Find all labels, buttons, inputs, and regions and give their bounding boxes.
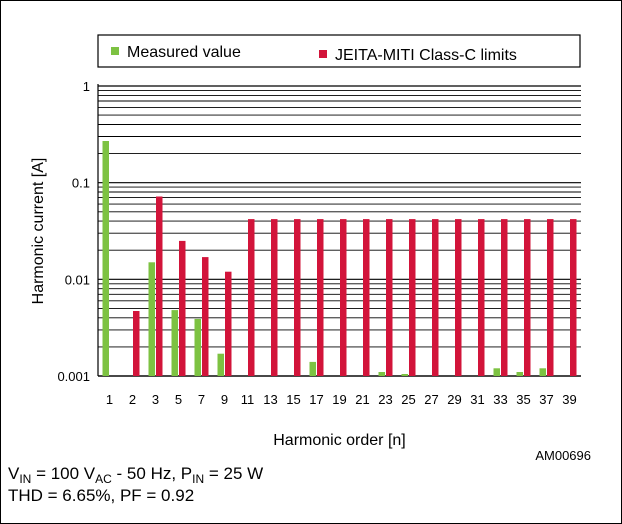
vin-subscript: IN	[19, 472, 32, 486]
x-tick-label: 1	[106, 392, 113, 407]
x-tick-label: 9	[221, 392, 228, 407]
bar-limit-33	[501, 219, 508, 376]
bar-limit-25	[409, 219, 416, 376]
x-tick-label: 2	[129, 392, 136, 407]
y-axis-label: Harmonic current [A]	[30, 158, 47, 305]
legend-swatch-limits	[319, 50, 327, 58]
x-tick-label: 11	[241, 392, 255, 407]
figure-code: AM00696	[535, 448, 591, 463]
bar-limit-37	[547, 219, 554, 376]
bar-measured-35	[516, 372, 523, 376]
y-tick-label: 0.001	[57, 369, 90, 384]
legend-label-measured: Measured value	[127, 44, 241, 61]
y-tick-label: 0.1	[72, 176, 90, 191]
x-tick-label: 21	[355, 392, 369, 407]
x-tick-label: 19	[332, 392, 346, 407]
bar-measured-7	[194, 318, 201, 376]
y-tick-label: 1	[83, 79, 90, 94]
bar-measured-33	[493, 368, 500, 376]
bar-limit-15	[294, 219, 301, 376]
bar-measured-25	[401, 374, 408, 376]
bar-limit-23	[386, 219, 393, 376]
bar-limit-11	[248, 219, 255, 376]
x-tick-label: 37	[539, 392, 553, 407]
bar-limit-39	[570, 219, 577, 376]
pin-subscript: IN	[192, 472, 205, 486]
x-tick-label: 5	[175, 392, 182, 407]
bar-limit-2	[133, 311, 140, 376]
y-tick-label: 0.01	[65, 272, 90, 287]
legend-label-limits: JEITA-MITI Class-C limits	[335, 47, 517, 64]
x-tick-label: 25	[401, 392, 415, 407]
vin-unit-subscript: AC	[95, 472, 112, 486]
x-tick-label: 23	[378, 392, 392, 407]
bar-limit-17	[317, 219, 324, 376]
bar-limit-29	[455, 219, 462, 376]
x-tick-label: 33	[493, 392, 507, 407]
x-tick-label: 27	[424, 392, 438, 407]
bar-measured-23	[378, 372, 385, 376]
legend	[97, 34, 581, 68]
bar-measured-5	[171, 310, 178, 376]
x-tick-label: 13	[263, 392, 277, 407]
x-axis-label: Harmonic order [n]	[273, 432, 406, 449]
bar-limit-3	[156, 196, 163, 376]
bar-measured-37	[539, 368, 546, 376]
x-tick-label: 15	[286, 392, 300, 407]
bar-limit-27	[432, 219, 439, 376]
x-tick-label: 39	[562, 392, 576, 407]
bar-limit-21	[363, 219, 370, 376]
x-tick-label: 3	[152, 392, 159, 407]
bar-limit-35	[524, 219, 531, 376]
legend-swatch-measured	[111, 47, 119, 55]
x-tick-label: 7	[198, 392, 205, 407]
x-tick-label: 35	[516, 392, 530, 407]
bar-limit-9	[225, 271, 232, 376]
x-tick-label: 17	[309, 392, 323, 407]
bar-limit-7	[202, 257, 209, 376]
pin-value: = 25 W	[204, 464, 264, 483]
bar-measured-1	[102, 141, 109, 376]
vin-value: = 100 V	[31, 464, 96, 483]
bar-measured-17	[309, 361, 316, 376]
bar-limit-13	[271, 219, 278, 376]
x-tick-label: 31	[470, 392, 484, 407]
frequency-and-pin-symbol: - 50 Hz, P	[111, 464, 193, 483]
x-tick-label: 29	[447, 392, 461, 407]
bar-limit-19	[340, 219, 347, 376]
thd-pf-line: THD = 6.65%, PF = 0.92	[8, 486, 195, 505]
vin-symbol: V	[8, 464, 20, 483]
bar-limit-31	[478, 219, 485, 376]
operating-conditions-line: VIN = 100 VAC - 50 Hz, PIN = 25 W	[8, 464, 264, 486]
bar-measured-3	[148, 262, 155, 376]
bar-measured-9	[217, 353, 224, 376]
bar-limit-5	[179, 240, 186, 376]
